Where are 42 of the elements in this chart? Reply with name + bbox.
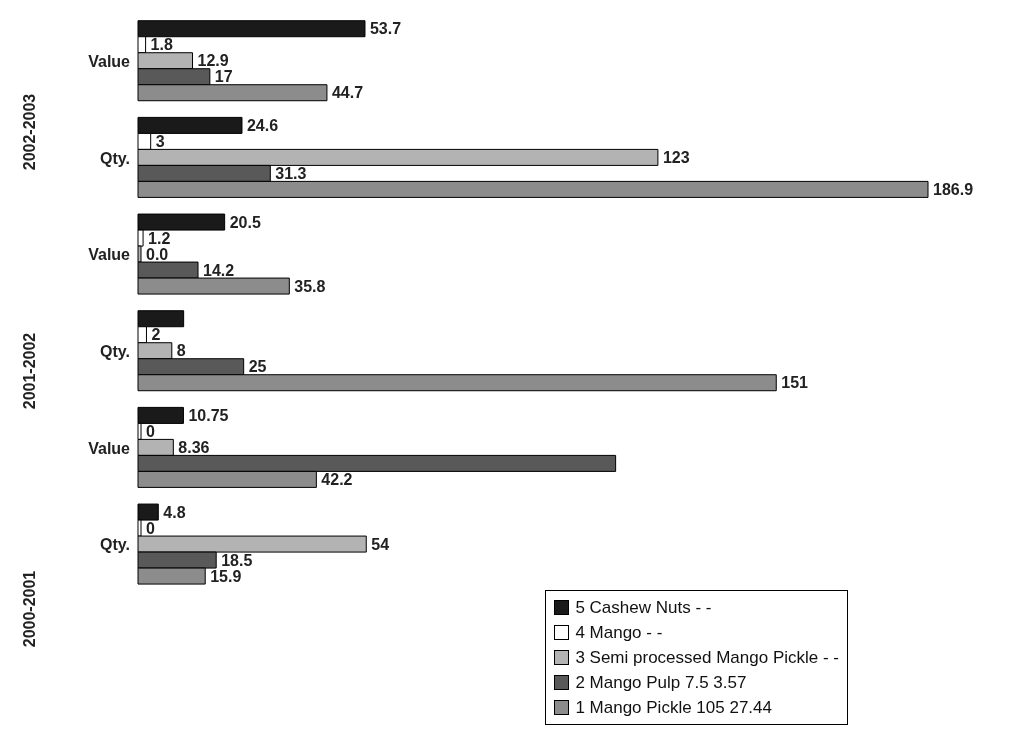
data-label: 8.36 xyxy=(178,438,210,456)
data-label: 15.9 xyxy=(210,567,242,585)
data-label: 12.9 xyxy=(197,52,229,70)
text: 2001-2002 xyxy=(21,332,39,409)
legend-label: 1 Mango Pickle 105 27.44 xyxy=(575,697,772,719)
data-label: 3 xyxy=(155,132,165,150)
legend-label: 5 Cashew Nuts - - xyxy=(575,597,712,619)
text: 2002-2003 xyxy=(21,93,39,171)
data-label: 31.3 xyxy=(275,164,307,182)
y-tick-label: Qty. xyxy=(100,536,130,554)
data-label: 0 xyxy=(146,519,155,537)
data-label: 10.75 xyxy=(188,406,229,424)
data-label: 2 xyxy=(151,326,161,344)
data-label: 8 xyxy=(176,342,186,360)
data-label: 54 xyxy=(371,535,390,553)
data-label: 14.2 xyxy=(203,261,235,279)
y-tick-label: Value xyxy=(88,246,131,264)
data-label: 151 xyxy=(781,374,809,392)
data-label: 0.0 xyxy=(146,245,169,263)
y-tick-label: Qty. xyxy=(100,149,130,167)
data-label: 1.2 xyxy=(148,229,171,247)
data-label: 44.7 xyxy=(331,84,364,102)
data-label: 20.5 xyxy=(229,213,261,231)
data-label: 42.2 xyxy=(321,470,353,488)
text: 2000-2001 xyxy=(21,570,39,648)
data-label: 186.9 xyxy=(933,180,974,198)
data-label: 35.8 xyxy=(294,277,326,295)
data-label: 25 xyxy=(248,358,267,376)
legend-label: 2 Mango Pulp 7.5 3.57 xyxy=(575,672,747,694)
y-tick-label: Value xyxy=(88,53,131,71)
y-tick-label: Value xyxy=(88,439,131,457)
legend-label: 4 Mango - - xyxy=(575,622,663,644)
y-tick-label: Qty. xyxy=(100,343,130,361)
data-label: 0 xyxy=(146,422,155,440)
data-label: 123 xyxy=(662,148,690,166)
legend-label: 3 Semi processed Mango Pickle - - xyxy=(575,647,839,669)
data-label: 18.5 xyxy=(221,551,253,569)
data-label: 17 xyxy=(214,68,233,86)
data-label: 24.6 xyxy=(246,116,279,134)
data-label: 1.8 xyxy=(150,36,173,54)
data-label: 4.8 xyxy=(163,503,186,521)
data-label: 53.7 xyxy=(369,20,402,38)
